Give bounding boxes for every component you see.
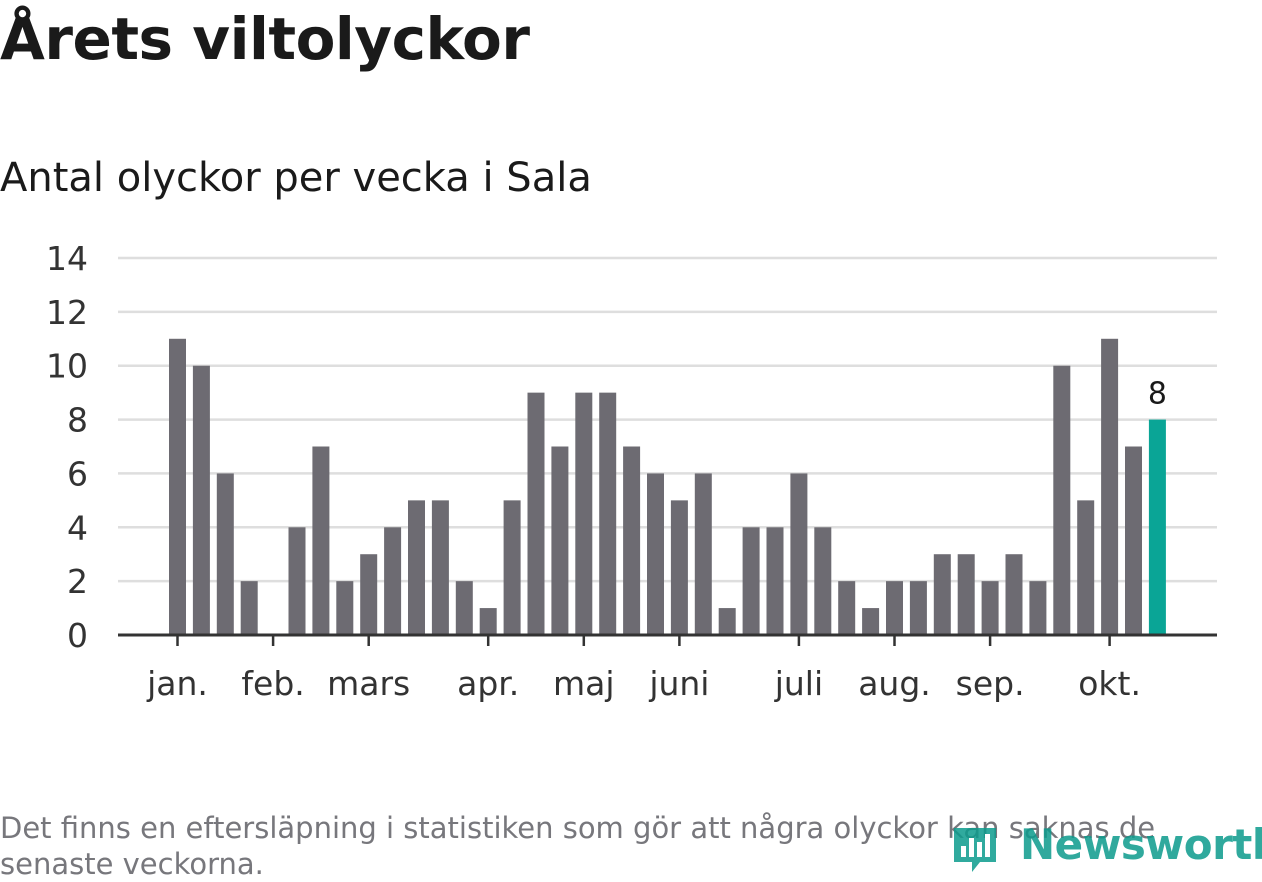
y-tick-label: 8 [67,401,88,440]
bar [240,581,258,635]
bar [360,554,378,635]
x-tick-label: feb. [241,664,304,703]
bar [312,446,330,635]
y-tick-label: 4 [67,508,88,547]
y-tick-label: 14 [46,239,88,278]
bar [718,608,736,635]
x-tick-label: juni [648,664,709,703]
x-tick-label: mars [327,664,410,703]
bar [742,527,760,635]
bar [288,527,306,635]
x-tick-label: maj [553,664,615,703]
y-tick-label: 0 [67,616,88,655]
bar [1077,500,1095,635]
bar [694,473,712,635]
x-tick-label: okt. [1078,664,1141,703]
bar [933,554,951,635]
bar [838,581,856,635]
bar [766,527,784,635]
grid-lines [118,256,1217,583]
x-tick-label: apr. [457,664,519,703]
chart-title: Årets viltolyckor [0,5,530,73]
bar [623,446,641,635]
bar [790,473,808,635]
bar [599,392,617,635]
x-tick-label: sep. [956,664,1025,703]
bar [670,500,688,635]
bar [527,392,545,635]
bar [647,473,664,635]
y-tick-label: 2 [67,562,88,601]
bar [1101,338,1119,635]
bars: 8 [169,338,1167,635]
bar [814,527,832,635]
bar [169,338,186,635]
bar [479,608,497,635]
bar [455,581,473,635]
bar-chart: 0 2 4 6 8 10 12 14 8 jan. feb. mars apr. maj juni jul… [46,239,1217,703]
bar [192,365,210,635]
bar [909,581,927,635]
y-tick-label: 10 [46,347,88,386]
newsworthy-logo[interactable]: Newsworthy [950,818,1262,876]
x-axis-ticks: jan. feb. mars apr. maj juni juli aug. sep. okt. [146,635,1141,703]
bar [1005,554,1023,635]
newsworthy-logo-icon [954,828,996,872]
bar [384,527,402,635]
logo-text: Newsworthy [1020,820,1262,869]
bar-highlight [1148,419,1166,635]
bar [336,581,354,635]
bar [575,392,593,635]
bar [1029,581,1047,635]
bar [551,446,569,635]
bar [216,473,234,635]
bar [1125,446,1142,635]
bar-value-label: 8 [1148,377,1167,412]
x-tick-label: juli [774,664,823,703]
x-tick-label: jan. [146,664,208,703]
y-tick-label: 12 [46,293,88,332]
bar [408,500,425,635]
bar [862,608,880,635]
bar [1053,365,1071,635]
bar [503,500,521,635]
x-tick-label: aug. [858,664,931,703]
y-axis-ticks: 0 2 4 6 8 10 12 14 [46,239,88,655]
bar [981,581,999,635]
bar [431,500,449,635]
y-tick-label: 6 [67,454,88,493]
chart-subtitle: Antal olyckor per vecka i Sala [0,155,592,201]
bar [886,581,903,635]
bar [957,554,975,635]
